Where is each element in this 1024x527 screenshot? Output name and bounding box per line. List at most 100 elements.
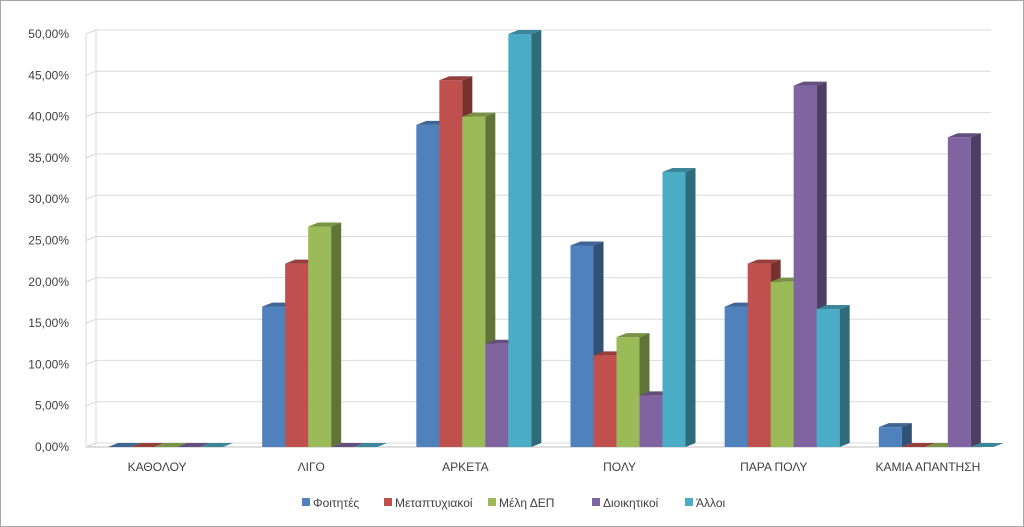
legend-item: Μέλη ΔΕΠ	[488, 496, 554, 510]
bar-front	[793, 85, 817, 447]
legend-swatch	[592, 498, 600, 506]
bar-top	[508, 30, 542, 34]
bar-top	[462, 112, 496, 117]
x-category-label: ΚΑΘΟΛΟΥ	[128, 460, 187, 474]
bar-top	[793, 81, 827, 86]
x-category-label: ΠΟΛΥ	[603, 460, 636, 474]
bar-side	[685, 167, 696, 447]
legend-swatch	[302, 498, 310, 506]
bar-top	[616, 333, 650, 338]
bar	[354, 443, 388, 447]
legend-label: Μεταπτυχιακοί	[395, 496, 473, 510]
legend-item: Φοιτητές	[302, 496, 359, 510]
gridline	[85, 112, 991, 118]
bar	[200, 443, 233, 447]
bar-front	[285, 263, 309, 447]
x-category-label: ΠΑΡΑ ΠΟΛΥ	[740, 460, 807, 474]
legend-item: Μεταπτυχιακοί	[384, 496, 473, 510]
bar	[108, 443, 141, 447]
bar-side	[331, 222, 342, 447]
bar-front	[662, 171, 686, 447]
y-tick-label: 45,00%	[28, 68, 69, 82]
bar-top	[154, 443, 187, 447]
bar-front	[593, 355, 617, 447]
bar	[177, 443, 210, 447]
bar-front	[616, 337, 640, 447]
legend-item: Διοικητικοί	[592, 496, 659, 510]
x-category-label: ΚΑΜΙΑ ΑΠΑΝΤΗΣΗ	[876, 460, 981, 474]
bar-front	[462, 116, 486, 447]
bar	[331, 443, 365, 447]
y-tick-label: 35,00%	[28, 151, 69, 165]
y-tick-label: 5,00%	[35, 399, 69, 413]
legend-swatch	[384, 498, 392, 506]
legend: Φοιτητές Μεταπτυχιακοί Μέλη ΔΕΠ Διοικητικοί…	[302, 496, 726, 510]
legend-label: Φοιτητές	[313, 496, 359, 510]
bar-front	[947, 137, 971, 447]
bar-side	[531, 30, 542, 447]
legend-label: Μέλη ΔΕΠ	[499, 496, 554, 510]
bar-front	[770, 281, 794, 447]
bar-top	[439, 76, 473, 81]
bar	[970, 443, 1004, 447]
bar-front	[308, 226, 332, 447]
bar-side	[970, 133, 981, 447]
bar-front	[747, 263, 771, 447]
bar-front	[416, 124, 440, 448]
y-tick-label: 10,00%	[28, 357, 69, 371]
y-tick-label: 25,00%	[28, 234, 69, 248]
bar-top	[331, 443, 365, 447]
bar-top	[131, 443, 164, 447]
legend-swatch	[488, 498, 496, 506]
bars	[108, 30, 1004, 448]
bar-top	[901, 443, 935, 447]
bar-front	[485, 343, 509, 447]
bar	[154, 443, 187, 447]
bar-front	[816, 309, 840, 447]
gridline	[85, 29, 991, 35]
x-axis-category-labels: ΚΑΘΟΛΟΥ ΛΙΓΟ ΑΡΚΕΤΑ ΠΟΛΥ ΠΑΡΑ ΠΟΛΥ ΚΑΜΙΑ ΑΠΑΝ…	[128, 460, 981, 474]
y-tick-label: 20,00%	[28, 275, 69, 289]
y-tick-label: 0,00%	[35, 440, 69, 454]
bar-top	[747, 259, 781, 264]
bar-top	[308, 222, 342, 227]
bar	[662, 167, 696, 447]
bar-top	[177, 443, 210, 447]
bar-top	[108, 443, 141, 447]
bar-top	[662, 167, 696, 172]
bar-front	[570, 245, 594, 447]
bar	[308, 222, 342, 447]
bar-front	[639, 395, 663, 447]
bar-top	[947, 133, 981, 138]
bar-top	[970, 443, 1004, 447]
y-tick-label: 30,00%	[28, 192, 69, 206]
legend-label: Άλλοι	[696, 496, 726, 510]
gridline	[85, 153, 991, 159]
y-tick-label: 15,00%	[28, 316, 69, 330]
bar-front	[878, 427, 902, 447]
y-tick-label: 40,00%	[28, 110, 69, 124]
y-tick-label: 50,00%	[28, 27, 69, 41]
bar-front	[724, 306, 748, 447]
y-axis-tick-labels: 0,00% 5,00% 10,00% 15,00% 20,00% 25,00% 30,00%…	[28, 27, 69, 454]
bar	[508, 30, 542, 447]
bar	[878, 423, 912, 447]
bar-front	[439, 80, 463, 448]
legend-item: Άλλοι	[685, 496, 726, 510]
gridline	[85, 70, 991, 76]
bar-top	[200, 443, 233, 447]
bar	[901, 443, 935, 447]
bar-top	[816, 305, 850, 310]
bar	[131, 443, 164, 447]
legend-label: Διοικητικοί	[603, 496, 659, 510]
bar-front	[262, 306, 286, 447]
bar-top	[878, 423, 912, 428]
bar	[816, 305, 850, 447]
legend-swatch	[685, 498, 693, 506]
bar	[947, 133, 981, 447]
bar-front	[508, 34, 532, 447]
bar-top	[354, 443, 388, 447]
bar-top	[570, 241, 604, 246]
